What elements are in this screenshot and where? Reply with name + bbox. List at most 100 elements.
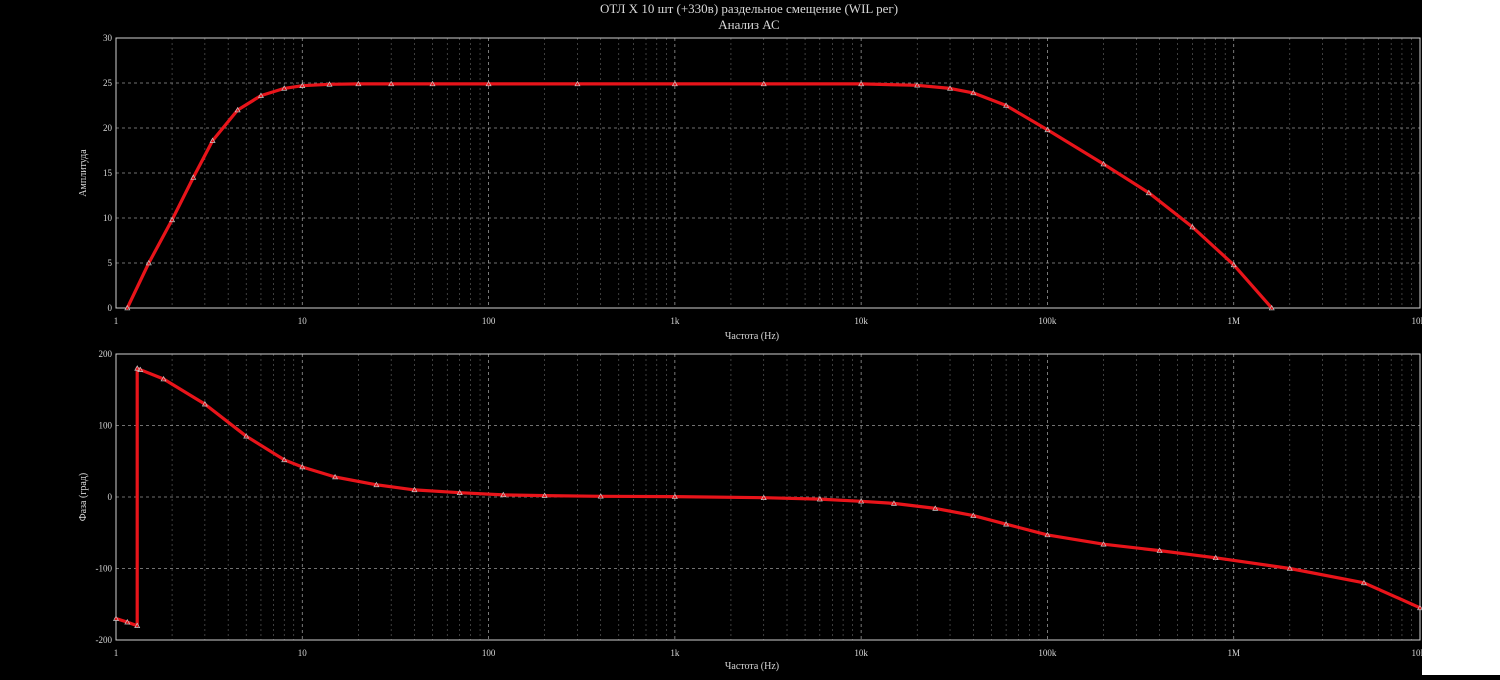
phase-data-point [137,366,144,372]
phase-data-point [411,486,418,493]
amplitude-data-point [914,82,921,88]
phase-y-tick-label: 200 [99,349,113,359]
amplitude-y-tick-label: 20 [103,123,113,133]
amplitude-data-point [190,174,197,180]
amplitude-data-point [124,304,131,311]
phase-x-tick-label: 1M [1227,648,1240,658]
chart-subtitle: Анализ АС [718,17,779,32]
phase-data-point [597,493,604,499]
phase-x-tick-label: 100k [1038,648,1057,658]
phase-x-axis-label: Частота (Hz) [725,661,779,672]
amplitude-data-point [1044,126,1051,133]
amplitude-x-tick-label: 10 [298,316,308,326]
phase-y-tick-label: -200 [96,635,113,645]
amplitude-y-tick-label: 30 [103,33,113,43]
amplitude-data-point [355,80,362,87]
amplitude-data-point [429,80,436,87]
phase-data-point [541,492,548,498]
amplitude-data-point [1189,223,1196,230]
amplitude-data-point [326,81,333,87]
phase-data-point [671,493,678,499]
phase-x-tick-label: 10 [298,648,308,658]
amplitude-data-point [299,82,306,88]
amplitude-data-point [970,89,977,96]
phase-data-point [760,494,767,500]
chart-title: ОТЛ X 10 шт (+330в) раздельное смещение … [600,1,898,16]
phase-y-tick-label: -100 [96,564,113,574]
phase-data-point [201,400,208,407]
phase-plot-frame [115,353,1421,641]
amplitude-y-tick-label: 0 [108,303,113,313]
amplitude-data-point [1230,261,1237,268]
phase-data-point [500,491,507,498]
phase-data-point [1003,521,1010,527]
amplitude-y-tick-label: 10 [103,213,113,223]
amplitude-data-point [947,85,954,91]
phase-data-point [890,500,897,506]
phase-data-point [373,481,380,488]
amplitude-data-point [145,259,152,266]
phase-data-point [932,505,939,511]
amplitude-y-tick-label: 5 [108,258,113,268]
amplitude-x-tick-label: 10k [854,316,868,326]
phase-x-tick-label: 100 [482,648,496,658]
amplitude-data-point [485,80,492,87]
amplitude-data-point [1003,102,1010,108]
amplitude-x-tick-label: 1M [1227,316,1240,326]
amplitude-data-point [760,80,767,87]
amplitude-series-line [125,82,1274,310]
phase-data-point [1360,579,1367,586]
amplitude-y-tick-label: 25 [103,78,113,88]
phase-data-point [1044,531,1051,538]
phase-data-point [124,619,131,625]
phase-data-point [1286,565,1293,571]
amplitude-x-tick-label: 100 [482,316,496,326]
phase-x-tick-label: 10M [1411,648,1428,658]
phase-data-point [134,365,141,371]
phase-y-tick-label: 0 [108,492,113,502]
phase-data-point [281,456,288,463]
phase-data-point [816,496,823,502]
amplitude-data-point [169,216,176,223]
amplitude-data-point [1145,189,1152,196]
amplitude-x-tick-label: 10M [1411,316,1428,326]
phase-data-point [1212,554,1219,561]
phase-data-point [1100,541,1107,547]
phase-data-point [858,498,865,504]
phase-x-tick-label: 1k [670,648,680,658]
amplitude-data-point [388,80,395,87]
amplitude-x-tick-label: 100k [1038,316,1057,326]
amplitude-x-tick-label: 1 [114,316,119,326]
phase-y-tick-label: 100 [99,421,113,431]
amplitude-data-point [574,80,581,87]
phase-data-point [160,375,167,382]
phase-data-point [332,473,339,480]
amplitude-data-point [671,80,678,87]
amplitude-plot-frame [115,37,1421,309]
amplitude-panel: 1 10 100 1k 10k 100k 1M 10M 0 5 10 15 20 25 30 Частота … [78,33,1429,342]
phase-x-tick-label: 1 [114,648,119,658]
amplitude-data-point [257,92,264,98]
phase-data-point [456,489,463,495]
amplitude-data-point [281,85,288,91]
amplitude-y-axis-label: Амплитуда [78,149,89,197]
phase-x-tick-label: 10k [854,648,868,658]
amplitude-x-axis-label: Частота (Hz) [725,331,779,342]
phase-y-axis-label: Фаза (град) [78,473,89,522]
amplitude-y-tick-label: 15 [103,168,113,178]
phase-series-line [114,366,1422,628]
amplitude-x-tick-label: 1k [670,316,680,326]
side-panel [1422,0,1500,675]
amplitude-data-point [858,80,865,87]
phase-panel: 1 10 100 1k 10k 100k 1M 10M -200 -100 0 100 200 Часто… [78,349,1429,672]
phase-data-point [134,622,141,628]
phase-data-point [299,463,306,470]
phase-data-point [970,512,977,518]
amplitude-data-point [234,106,241,113]
phase-data-point [1156,547,1163,553]
amplitude-data-point [209,137,216,143]
phase-data-point [1417,604,1423,611]
amplitude-data-point [1268,304,1275,311]
